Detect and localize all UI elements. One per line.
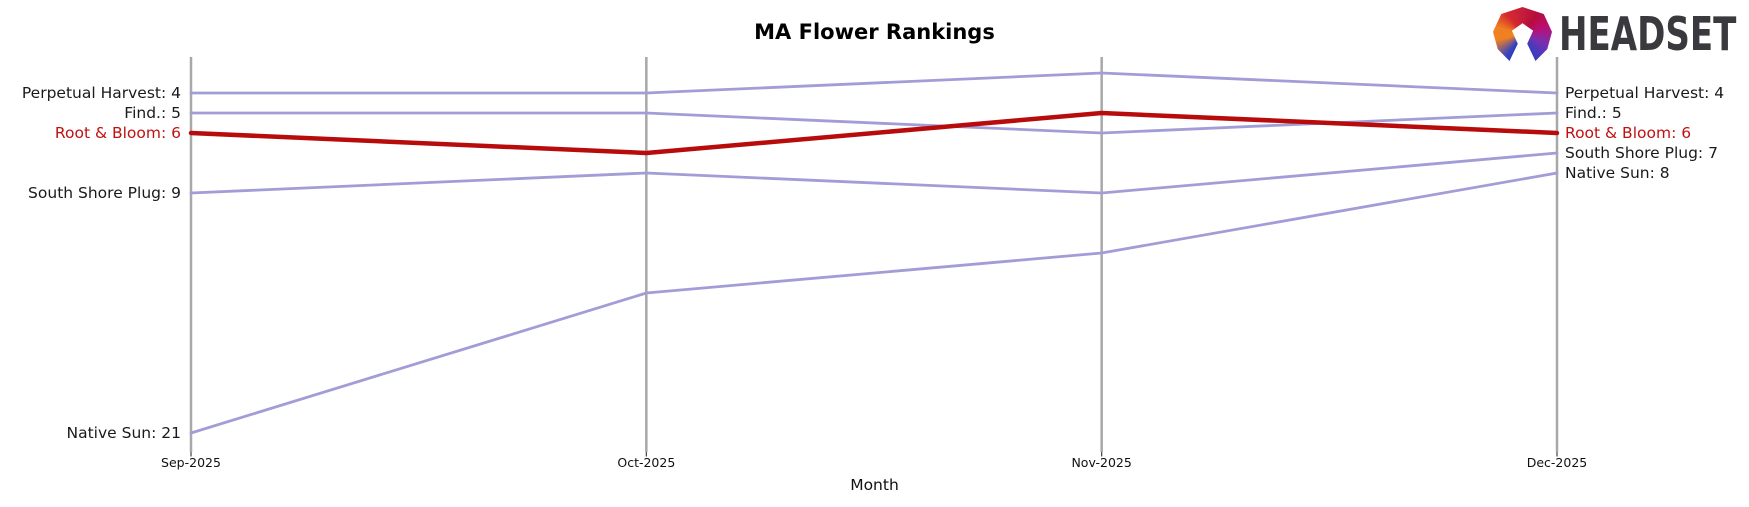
right-label-root-bloom: Root & Bloom: 6 bbox=[1565, 124, 1692, 142]
left-label-perpetual-harvest: Perpetual Harvest: 4 bbox=[21, 84, 181, 102]
series-line-native-sun bbox=[189, 171, 1559, 435]
left-label-south-shore-plug: South Shore Plug: 9 bbox=[28, 184, 181, 202]
headset-logo-text: HEADSET bbox=[1559, 7, 1737, 61]
left-label-native-sun: Native Sun: 21 bbox=[66, 424, 181, 442]
series-line-south-shore-plug bbox=[189, 151, 1559, 195]
x-axis-label: Month bbox=[850, 476, 899, 494]
right-label-native-sun: Native Sun: 8 bbox=[1565, 164, 1670, 182]
left-label-root-bloom: Root & Bloom: 6 bbox=[54, 124, 181, 142]
series-line-perpetual-harvest bbox=[189, 71, 1559, 95]
series-line-root-bloom bbox=[188, 110, 1560, 156]
chart-title: MA Flower Rankings bbox=[754, 20, 995, 44]
headset-logo: HEADSET bbox=[1493, 4, 1743, 62]
x-tick-label-nov-2025: Nov-2025 bbox=[1071, 455, 1132, 470]
left-label-find: Find.: 5 bbox=[124, 104, 181, 122]
x-tick-label-oct-2025: Oct-2025 bbox=[617, 455, 676, 470]
x-tick-label-dec-2025: Dec-2025 bbox=[1526, 455, 1588, 470]
right-label-find: Find.: 5 bbox=[1565, 104, 1622, 122]
x-tick-label-sep-2025: Sep-2025 bbox=[161, 455, 221, 470]
right-label-perpetual-harvest: Perpetual Harvest: 4 bbox=[1565, 84, 1725, 102]
right-label-south-shore-plug: South Shore Plug: 7 bbox=[1565, 144, 1718, 162]
